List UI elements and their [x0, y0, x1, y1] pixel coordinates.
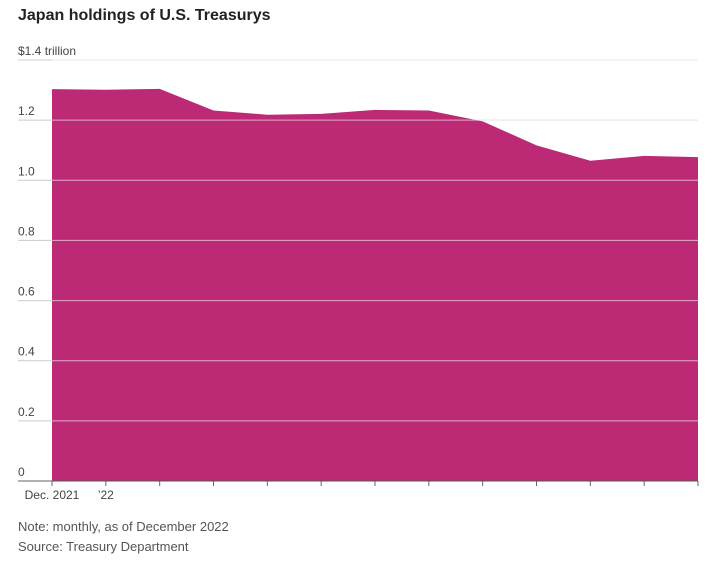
y-tick-label: 1.0: [18, 164, 35, 178]
chart-note: Note: monthly, as of December 2022: [18, 519, 229, 534]
y-tick-label: 0.4: [18, 345, 35, 359]
x-axis-ticks: Dec. 2021 ’22: [25, 480, 699, 502]
x-tick-label: ’22: [98, 488, 114, 502]
gridlines-overlay: [52, 59, 698, 422]
y-axis-ticks: $1.4 trillion 1.2 1.0 0.8 0.6 0.4 0.2 0: [18, 44, 76, 479]
y-tick-label: $1.4 trillion: [18, 44, 76, 58]
x-tick-label: Dec. 2021: [25, 488, 80, 502]
y-tick-label: 1.2: [18, 104, 35, 118]
area-fill: [52, 88, 698, 482]
y-tick-label: 0: [18, 465, 25, 479]
chart-title: Japan holdings of U.S. Treasurys: [18, 7, 271, 24]
chart-source: Source: Treasury Department: [18, 539, 189, 554]
area-chart: $1.4 trillion 1.2 1.0 0.8 0.6 0.4 0.2 0 Dec. 20…: [18, 44, 699, 502]
area-series: [51, 88, 699, 482]
y-tick-label: 0.8: [18, 224, 35, 238]
y-tick-label: 0.6: [18, 285, 35, 299]
y-tick-label: 0.2: [18, 405, 35, 419]
